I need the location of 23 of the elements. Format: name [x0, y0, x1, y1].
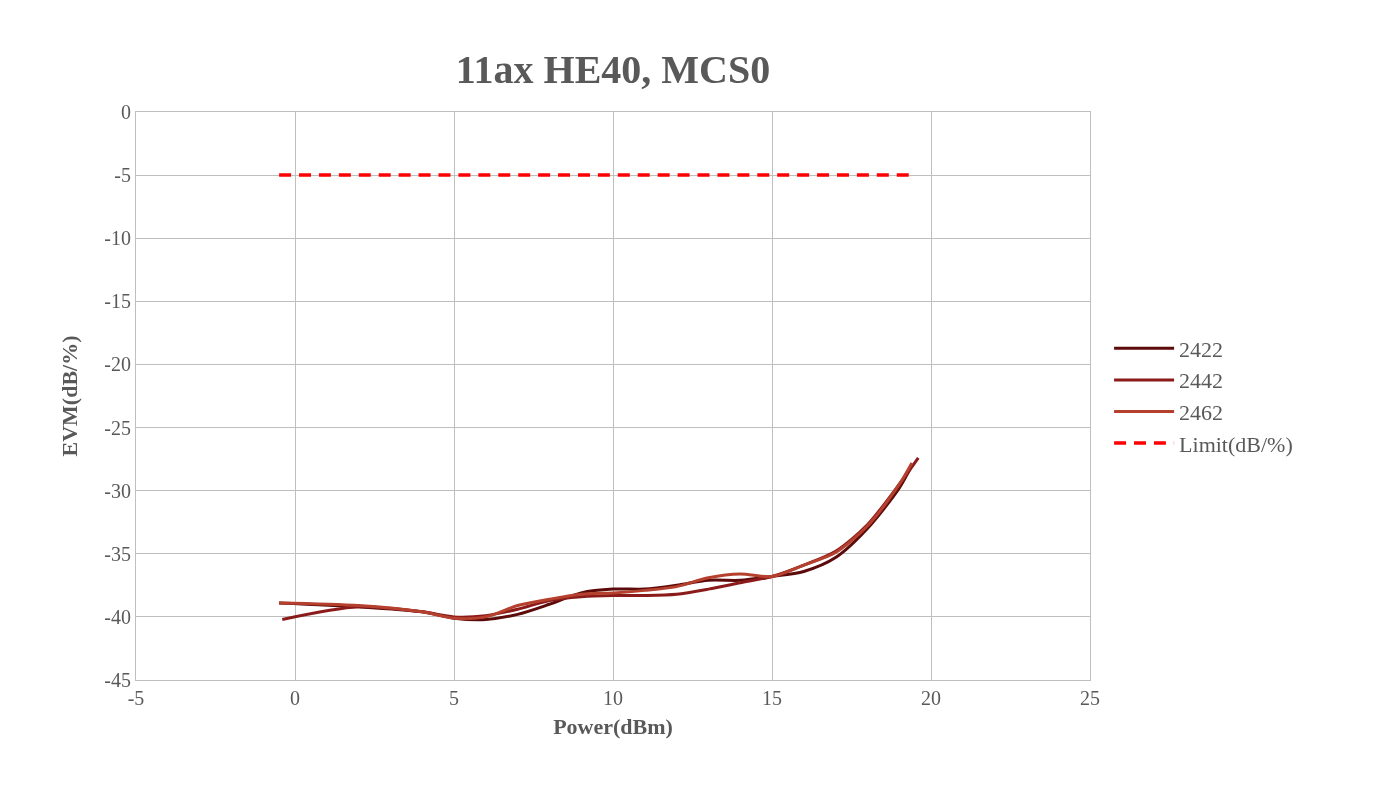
y-tick-label: -45: [104, 669, 131, 691]
y-tick-label: -30: [104, 479, 131, 502]
y-tick-label: -10: [104, 227, 131, 250]
legend-label: 2422: [1179, 336, 1224, 362]
x-tick-label: 25: [1080, 687, 1100, 709]
x-tick-label: 20: [921, 687, 941, 709]
x-tick-label: 0: [290, 687, 300, 709]
x-tick-label: 5: [449, 687, 459, 709]
x-axis-title: Power(dBm): [553, 713, 673, 739]
y-tick-label: -15: [104, 290, 131, 313]
legend-label: 2462: [1179, 400, 1224, 426]
y-tick-label: -20: [104, 353, 131, 376]
y-tick-label: -35: [104, 542, 131, 565]
legend-label: Limit(dB/%): [1179, 431, 1293, 457]
y-tick-label: -40: [104, 605, 131, 628]
legend-label: 2442: [1179, 368, 1224, 394]
y-axis-title: EVM(dB/%): [57, 335, 83, 457]
y-tick-label: -25: [104, 416, 131, 439]
y-tick-label: -5: [114, 164, 131, 187]
x-tick-label: 15: [762, 687, 782, 709]
y-tick-label: 0: [121, 101, 131, 123]
x-tick-label: 10: [603, 687, 623, 709]
chart-title: 11ax HE40, MCS0: [455, 47, 771, 93]
